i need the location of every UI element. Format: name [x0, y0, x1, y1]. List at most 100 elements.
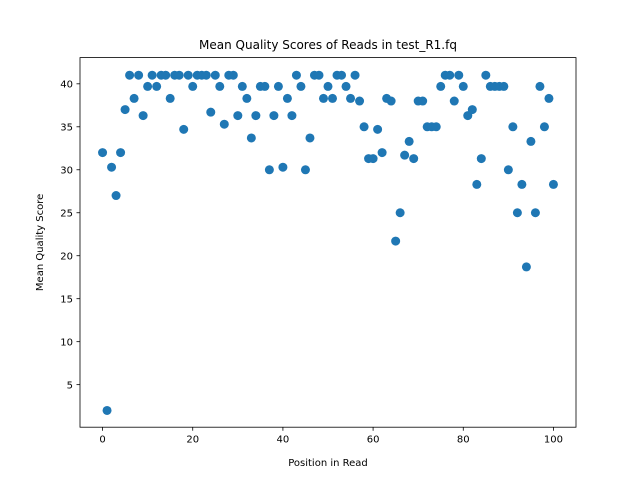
data-point	[291, 70, 301, 80]
data-point	[138, 111, 148, 121]
y-tick-label: 25	[60, 208, 73, 219]
y-axis-ticks: 5 10 15 20 25 30 35 40	[60, 79, 80, 391]
plot-frame	[79, 57, 577, 428]
data-point	[210, 70, 220, 80]
data-point	[503, 165, 513, 175]
data-point	[458, 81, 468, 91]
data-point	[107, 162, 117, 172]
data-point	[508, 122, 518, 132]
data-point	[409, 154, 419, 164]
data-point	[273, 81, 283, 91]
data-point	[165, 93, 175, 103]
data-point	[179, 124, 189, 134]
data-point	[355, 96, 365, 106]
data-point	[228, 70, 238, 80]
data-point	[287, 111, 297, 121]
data-point	[512, 208, 522, 218]
data-point	[120, 105, 130, 115]
x-axis-label: Position in Read	[288, 458, 368, 469]
data-point	[535, 81, 545, 91]
data-point	[436, 81, 446, 91]
data-point	[328, 93, 338, 103]
data-point	[242, 93, 252, 103]
data-point	[476, 154, 486, 164]
x-tick-label: 80	[457, 435, 470, 446]
data-point	[323, 81, 333, 91]
data-point	[526, 136, 536, 146]
data-point	[539, 122, 549, 132]
data-point	[454, 70, 464, 80]
data-point	[296, 81, 306, 91]
data-point	[517, 179, 527, 189]
data-point	[305, 133, 315, 143]
data-point	[431, 122, 441, 132]
y-tick-label: 10	[60, 337, 73, 348]
y-tick-label: 35	[60, 122, 73, 133]
data-point	[499, 81, 509, 91]
x-tick-label: 100	[544, 435, 563, 446]
data-point	[111, 191, 121, 201]
y-tick-label: 15	[60, 294, 73, 305]
data-point	[116, 148, 126, 158]
data-point	[260, 81, 270, 91]
data-point	[472, 179, 482, 189]
data-point	[215, 81, 225, 91]
data-point	[278, 162, 288, 172]
data-point	[183, 70, 193, 80]
data-point	[548, 179, 558, 189]
data-point	[125, 70, 135, 80]
x-tick-label: 0	[99, 435, 105, 446]
data-point	[237, 81, 247, 91]
y-tick-label: 5	[67, 380, 73, 391]
x-tick-label: 40	[277, 435, 290, 446]
data-point	[318, 93, 328, 103]
data-point	[219, 119, 229, 129]
data-point	[359, 122, 369, 132]
data-point	[521, 262, 531, 272]
data-point	[544, 93, 554, 103]
data-point	[373, 124, 383, 134]
chart-title: Mean Quality Scores of Reads in test_R1.…	[199, 38, 457, 52]
data-point	[395, 208, 405, 218]
data-point	[341, 81, 351, 91]
data-point	[337, 70, 347, 80]
data-point	[233, 111, 243, 121]
x-tick-label: 60	[367, 435, 380, 446]
data-point	[530, 208, 540, 218]
data-point	[129, 93, 139, 103]
data-point	[404, 136, 414, 146]
data-point	[346, 93, 356, 103]
y-tick-label: 40	[60, 79, 73, 90]
data-point	[188, 81, 198, 91]
data-point	[300, 165, 310, 175]
data-point	[102, 405, 112, 415]
data-point	[161, 70, 171, 80]
data-point	[206, 107, 216, 117]
data-point	[143, 81, 153, 91]
data-point	[147, 70, 157, 80]
data-point	[481, 70, 491, 80]
data-point	[98, 148, 108, 158]
data-point	[386, 96, 396, 106]
data-point	[467, 105, 477, 115]
data-point	[246, 133, 256, 143]
data-point	[391, 236, 401, 246]
data-point	[201, 70, 211, 80]
data-points	[98, 70, 558, 415]
data-point	[282, 93, 292, 103]
y-axis-label: Mean Quality Score	[35, 194, 46, 291]
data-point	[418, 96, 428, 106]
data-point	[134, 70, 144, 80]
data-point	[350, 70, 360, 80]
x-tick-label: 20	[186, 435, 199, 446]
data-point	[152, 81, 162, 91]
data-point	[445, 70, 455, 80]
y-tick-label: 30	[60, 165, 73, 176]
data-point	[400, 150, 410, 160]
data-point	[174, 70, 184, 80]
data-point	[264, 165, 274, 175]
data-point	[368, 154, 378, 164]
data-point	[377, 148, 387, 158]
data-point	[314, 70, 324, 80]
